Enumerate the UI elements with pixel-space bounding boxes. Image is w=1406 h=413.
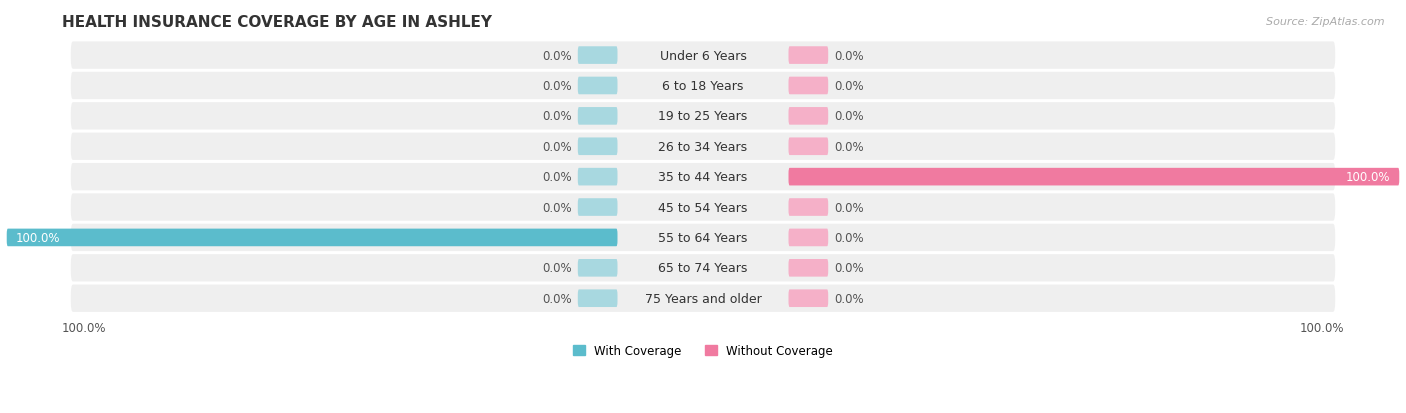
- FancyBboxPatch shape: [67, 41, 1339, 71]
- FancyBboxPatch shape: [789, 229, 828, 247]
- Text: 0.0%: 0.0%: [543, 80, 572, 93]
- Text: 6 to 18 Years: 6 to 18 Years: [662, 80, 744, 93]
- Text: 100.0%: 100.0%: [1299, 321, 1344, 334]
- Text: 0.0%: 0.0%: [543, 262, 572, 275]
- Text: 0.0%: 0.0%: [834, 140, 863, 153]
- FancyBboxPatch shape: [70, 194, 1336, 221]
- Text: 0.0%: 0.0%: [834, 262, 863, 275]
- FancyBboxPatch shape: [70, 133, 1336, 161]
- Text: 100.0%: 100.0%: [1346, 171, 1391, 184]
- FancyBboxPatch shape: [789, 199, 828, 216]
- Text: 65 to 74 Years: 65 to 74 Years: [658, 262, 748, 275]
- FancyBboxPatch shape: [578, 108, 617, 126]
- Text: 0.0%: 0.0%: [834, 50, 863, 62]
- FancyBboxPatch shape: [789, 47, 828, 65]
- Text: Under 6 Years: Under 6 Years: [659, 50, 747, 62]
- FancyBboxPatch shape: [67, 102, 1339, 131]
- Text: 0.0%: 0.0%: [543, 171, 572, 184]
- Text: 100.0%: 100.0%: [62, 321, 107, 334]
- FancyBboxPatch shape: [67, 162, 1339, 192]
- Text: 0.0%: 0.0%: [834, 80, 863, 93]
- Text: 0.0%: 0.0%: [834, 292, 863, 305]
- FancyBboxPatch shape: [578, 259, 617, 277]
- FancyBboxPatch shape: [70, 42, 1336, 70]
- FancyBboxPatch shape: [578, 169, 617, 186]
- Text: 0.0%: 0.0%: [834, 110, 863, 123]
- Text: 19 to 25 Years: 19 to 25 Years: [658, 110, 748, 123]
- FancyBboxPatch shape: [70, 254, 1336, 282]
- FancyBboxPatch shape: [70, 103, 1336, 130]
- Text: 45 to 54 Years: 45 to 54 Years: [658, 201, 748, 214]
- Legend: With Coverage, Without Coverage: With Coverage, Without Coverage: [572, 344, 834, 357]
- FancyBboxPatch shape: [789, 78, 828, 95]
- FancyBboxPatch shape: [70, 285, 1336, 312]
- Text: 0.0%: 0.0%: [543, 140, 572, 153]
- FancyBboxPatch shape: [789, 108, 828, 126]
- Text: 35 to 44 Years: 35 to 44 Years: [658, 171, 748, 184]
- FancyBboxPatch shape: [789, 169, 1399, 186]
- Text: 0.0%: 0.0%: [543, 50, 572, 62]
- FancyBboxPatch shape: [578, 290, 617, 307]
- FancyBboxPatch shape: [789, 259, 828, 277]
- FancyBboxPatch shape: [578, 138, 617, 156]
- FancyBboxPatch shape: [70, 73, 1336, 100]
- FancyBboxPatch shape: [578, 199, 617, 216]
- Text: 0.0%: 0.0%: [834, 231, 863, 244]
- FancyBboxPatch shape: [70, 164, 1336, 191]
- FancyBboxPatch shape: [578, 78, 617, 95]
- Text: Source: ZipAtlas.com: Source: ZipAtlas.com: [1267, 17, 1385, 26]
- Text: 26 to 34 Years: 26 to 34 Years: [658, 140, 748, 153]
- Text: 0.0%: 0.0%: [543, 292, 572, 305]
- Text: 0.0%: 0.0%: [543, 110, 572, 123]
- Text: 0.0%: 0.0%: [543, 201, 572, 214]
- Text: 0.0%: 0.0%: [834, 201, 863, 214]
- FancyBboxPatch shape: [7, 229, 617, 247]
- FancyBboxPatch shape: [789, 290, 828, 307]
- FancyBboxPatch shape: [67, 71, 1339, 101]
- FancyBboxPatch shape: [67, 132, 1339, 162]
- Text: 55 to 64 Years: 55 to 64 Years: [658, 231, 748, 244]
- Text: HEALTH INSURANCE COVERAGE BY AGE IN ASHLEY: HEALTH INSURANCE COVERAGE BY AGE IN ASHL…: [62, 15, 492, 30]
- Text: 100.0%: 100.0%: [15, 231, 60, 244]
- FancyBboxPatch shape: [70, 224, 1336, 252]
- FancyBboxPatch shape: [789, 138, 828, 156]
- FancyBboxPatch shape: [67, 284, 1339, 313]
- FancyBboxPatch shape: [578, 47, 617, 65]
- FancyBboxPatch shape: [67, 223, 1339, 253]
- FancyBboxPatch shape: [67, 193, 1339, 222]
- Text: 75 Years and older: 75 Years and older: [644, 292, 762, 305]
- FancyBboxPatch shape: [67, 253, 1339, 283]
